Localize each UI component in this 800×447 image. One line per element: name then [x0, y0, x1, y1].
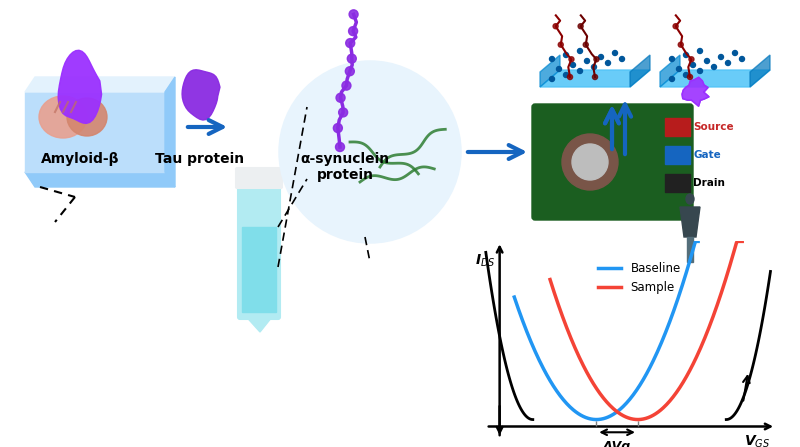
Circle shape	[718, 55, 723, 59]
Polygon shape	[750, 55, 770, 87]
Circle shape	[585, 59, 590, 63]
Circle shape	[346, 67, 354, 76]
Circle shape	[677, 67, 682, 72]
Circle shape	[553, 24, 558, 29]
Circle shape	[349, 10, 358, 19]
Circle shape	[338, 108, 348, 117]
Polygon shape	[165, 77, 175, 187]
Bar	[665, 174, 690, 192]
Text: Amyloid-β: Amyloid-β	[41, 152, 119, 166]
Text: Tau protein: Tau protein	[155, 152, 245, 166]
Circle shape	[619, 56, 625, 62]
Circle shape	[570, 63, 575, 67]
Bar	[665, 118, 690, 136]
Polygon shape	[682, 77, 709, 106]
Ellipse shape	[67, 98, 107, 136]
Ellipse shape	[39, 96, 87, 138]
FancyBboxPatch shape	[236, 168, 282, 188]
Circle shape	[711, 64, 717, 69]
Circle shape	[578, 49, 582, 54]
Circle shape	[569, 57, 574, 62]
Circle shape	[583, 42, 588, 47]
Polygon shape	[25, 92, 165, 172]
Circle shape	[739, 56, 745, 62]
Circle shape	[572, 144, 608, 180]
Ellipse shape	[686, 194, 694, 204]
Circle shape	[698, 49, 702, 54]
Circle shape	[342, 81, 351, 90]
Circle shape	[557, 67, 562, 72]
Circle shape	[598, 55, 603, 59]
Circle shape	[335, 143, 345, 152]
Circle shape	[336, 93, 345, 102]
Circle shape	[670, 76, 674, 81]
Text: α-synuclein
protein: α-synuclein protein	[301, 152, 390, 182]
Circle shape	[567, 75, 573, 80]
Circle shape	[689, 57, 694, 62]
Polygon shape	[540, 55, 560, 87]
Bar	[687, 237, 693, 262]
Circle shape	[690, 63, 695, 67]
Circle shape	[705, 59, 710, 63]
Text: ΔVg: ΔVg	[603, 440, 631, 447]
Polygon shape	[25, 172, 175, 187]
Circle shape	[683, 72, 689, 77]
Circle shape	[346, 38, 354, 47]
Circle shape	[678, 42, 683, 47]
Circle shape	[726, 60, 730, 66]
Bar	[665, 146, 690, 164]
FancyBboxPatch shape	[532, 104, 693, 220]
Circle shape	[687, 75, 693, 80]
Circle shape	[593, 75, 598, 80]
Polygon shape	[58, 51, 102, 123]
Polygon shape	[540, 70, 650, 87]
Circle shape	[733, 51, 738, 55]
Circle shape	[550, 76, 554, 81]
Circle shape	[558, 42, 563, 47]
FancyBboxPatch shape	[238, 185, 280, 319]
Circle shape	[698, 68, 702, 73]
Circle shape	[280, 62, 460, 242]
Circle shape	[613, 51, 618, 55]
Circle shape	[683, 52, 689, 58]
Polygon shape	[680, 207, 700, 237]
Circle shape	[334, 123, 342, 133]
Circle shape	[673, 24, 678, 29]
Circle shape	[347, 54, 356, 63]
Polygon shape	[242, 312, 276, 332]
Polygon shape	[182, 70, 220, 120]
Circle shape	[594, 57, 599, 62]
Circle shape	[578, 68, 582, 73]
Polygon shape	[630, 55, 650, 87]
Circle shape	[578, 24, 583, 29]
Polygon shape	[660, 70, 770, 87]
Circle shape	[606, 60, 610, 66]
Text: Gate: Gate	[693, 150, 721, 160]
Text: I$_{DS}$: I$_{DS}$	[475, 253, 495, 270]
Circle shape	[563, 52, 569, 58]
Polygon shape	[660, 55, 680, 87]
Circle shape	[563, 72, 569, 77]
Circle shape	[550, 56, 554, 62]
Circle shape	[562, 134, 618, 190]
Polygon shape	[242, 227, 276, 312]
Text: Drain: Drain	[693, 178, 725, 188]
Text: V$_{GS}$: V$_{GS}$	[744, 434, 770, 447]
Circle shape	[670, 56, 674, 62]
Polygon shape	[25, 77, 175, 92]
Circle shape	[349, 27, 358, 36]
Legend: Baseline, Sample: Baseline, Sample	[593, 257, 686, 299]
Text: Source: Source	[693, 122, 734, 132]
Circle shape	[591, 64, 597, 69]
